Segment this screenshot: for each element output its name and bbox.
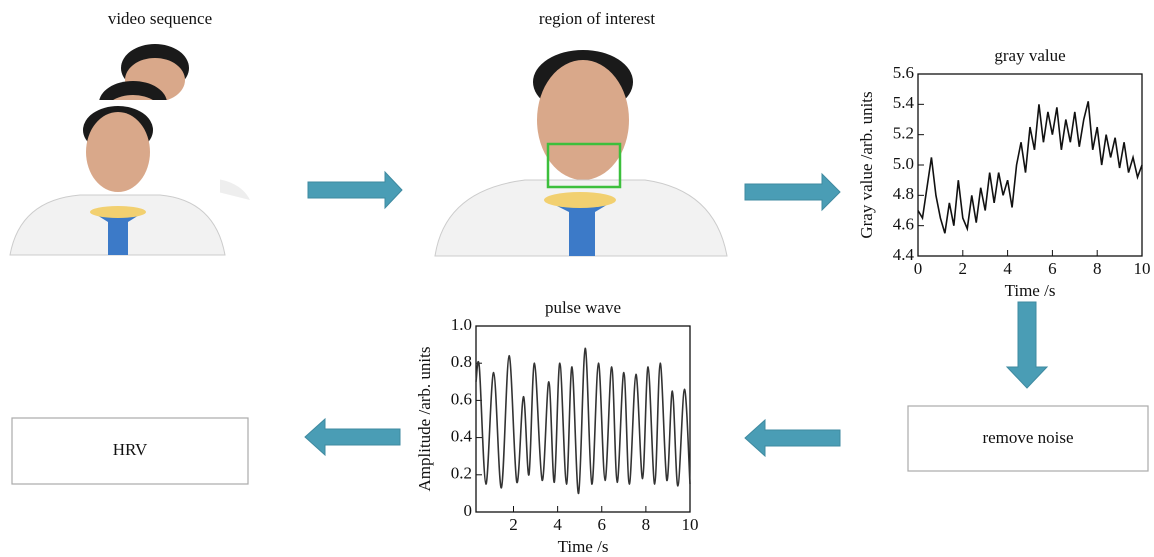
chart-title: pulse wave: [545, 298, 621, 317]
data-line: [918, 101, 1142, 233]
x-tick-label: 6: [1048, 259, 1057, 278]
y-tick-label: 0.2: [451, 464, 472, 483]
chart-title: gray value: [994, 46, 1065, 65]
y-axis-label: Amplitude /arb. units: [415, 347, 434, 492]
y-tick-label: 0.6: [451, 389, 472, 408]
y-tick-label: 5.2: [893, 124, 914, 143]
arrow-down: [1007, 302, 1047, 388]
x-tick-label: 8: [642, 515, 651, 534]
x-axis-label: Time /s: [1005, 281, 1056, 300]
remove-noise-label: remove noise: [982, 428, 1073, 447]
x-tick-label: 6: [598, 515, 607, 534]
x-tick-label: 10: [1134, 259, 1151, 278]
y-tick-label: 4.4: [893, 245, 915, 264]
x-tick-label: 2: [959, 259, 968, 278]
y-tick-label: 0: [464, 501, 473, 520]
arrow-left: [305, 419, 400, 455]
y-tick-label: 1.0: [451, 315, 472, 334]
x-tick-label: 10: [682, 515, 699, 534]
y-tick-label: 0.4: [451, 427, 473, 446]
data-line: [476, 348, 690, 493]
y-axis-label: Gray value /arb. units: [857, 91, 876, 238]
y-tick-label: 4.8: [893, 184, 914, 203]
roi-photo: [435, 50, 727, 256]
x-tick-label: 2: [509, 515, 518, 534]
arrow-right: [308, 172, 402, 208]
y-tick-label: 5.0: [893, 154, 914, 173]
y-tick-label: 4.6: [893, 215, 914, 234]
y-tick-label: 0.8: [451, 352, 472, 371]
x-axis-label: Time /s: [558, 537, 609, 556]
x-tick-label: 4: [1003, 259, 1012, 278]
video-frames: [10, 40, 250, 260]
arrow-right: [745, 174, 840, 210]
x-tick-label: 8: [1093, 259, 1102, 278]
arrow-left: [745, 420, 840, 456]
hrv-label: HRV: [113, 440, 148, 459]
x-tick-label: 4: [553, 515, 562, 534]
y-tick-label: 5.4: [893, 93, 915, 112]
x-tick-label: 0: [914, 259, 923, 278]
diagram: HRV remove noise video sequence region o…: [0, 0, 1154, 557]
roi-label: region of interest: [539, 9, 655, 28]
y-tick-label: 5.6: [893, 63, 914, 82]
plot-frame: [918, 74, 1142, 256]
video-label: video sequence: [108, 9, 212, 28]
